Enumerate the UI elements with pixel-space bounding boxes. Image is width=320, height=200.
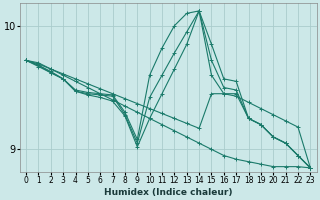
X-axis label: Humidex (Indice chaleur): Humidex (Indice chaleur) xyxy=(104,188,232,197)
